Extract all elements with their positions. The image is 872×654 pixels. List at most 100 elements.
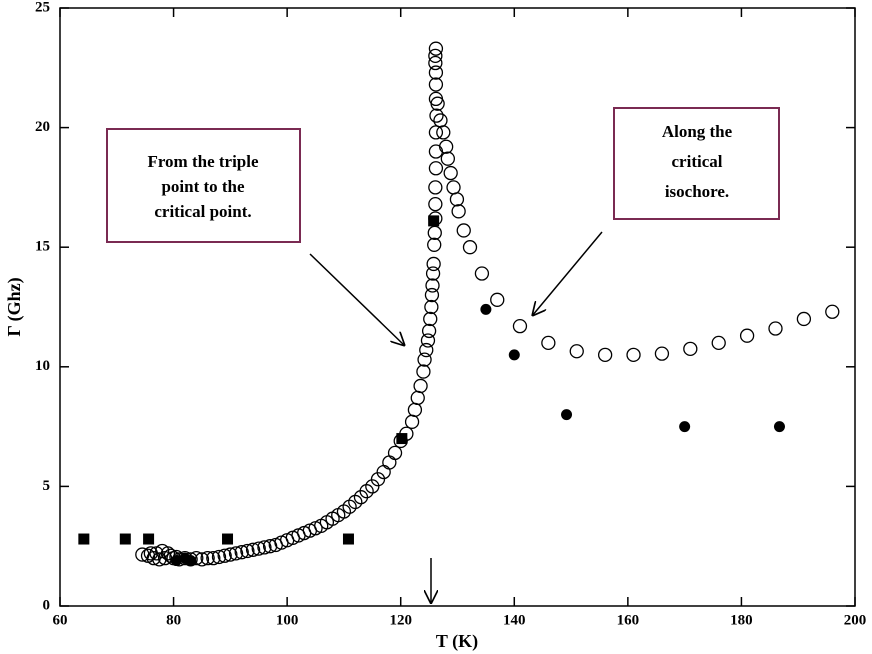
data-point (427, 225, 442, 240)
data-point (170, 555, 182, 567)
data-point (438, 139, 454, 154)
data-point (240, 543, 255, 559)
data-point (223, 547, 238, 562)
annotation-text: Along the (662, 122, 733, 141)
data-point (342, 499, 357, 514)
data-point (440, 151, 455, 166)
annotation-text: From the triple (147, 152, 259, 171)
data-point (768, 321, 783, 336)
data-point (428, 144, 444, 159)
data-point (446, 180, 461, 195)
data-point (456, 223, 471, 238)
y-tick-label: 20 (35, 119, 50, 135)
data-point (421, 323, 437, 339)
data-point (428, 180, 443, 195)
y-tick-label: 5 (43, 478, 51, 494)
data-point (773, 421, 785, 433)
data-point (365, 479, 380, 494)
data-point (413, 378, 428, 394)
data-point (796, 311, 812, 327)
data-point (679, 421, 691, 433)
data-point (626, 347, 641, 362)
data-point (428, 161, 444, 176)
data-point (428, 77, 444, 92)
annotation-arrow (532, 231, 603, 316)
data-point (739, 328, 755, 343)
data-point (474, 266, 490, 281)
data-point (825, 304, 840, 319)
data-point (426, 256, 441, 272)
y-tick-label: 0 (43, 597, 51, 613)
data-point (428, 41, 444, 56)
x-axis-label: T (K) (436, 631, 478, 652)
x-tick-label: 60 (53, 612, 68, 628)
x-tick-label: 200 (844, 612, 867, 628)
data-point (428, 215, 440, 227)
data-point (425, 278, 440, 293)
data-point (228, 546, 244, 561)
data-point (490, 292, 505, 307)
data-point (222, 533, 234, 545)
y-tick-label: 10 (35, 358, 50, 374)
annotation-box (613, 107, 780, 220)
data-point (119, 533, 131, 545)
data-point (462, 240, 478, 255)
data-point (541, 335, 556, 351)
data-point (569, 344, 584, 359)
x-tick-label: 80 (166, 612, 181, 628)
data-point (436, 125, 451, 140)
data-point (429, 108, 444, 123)
data-point (443, 165, 458, 181)
data-point (419, 342, 434, 358)
data-point (423, 311, 438, 327)
data-point (561, 409, 573, 421)
data-point (416, 364, 431, 379)
data-point (370, 472, 386, 487)
data-point (410, 390, 425, 406)
data-point (425, 266, 441, 281)
x-tick-label: 100 (276, 612, 299, 628)
annotation-text: isochore. (665, 182, 729, 201)
data-point (424, 287, 440, 303)
data-point (597, 347, 613, 362)
data-point (424, 299, 439, 315)
data-point (430, 96, 445, 111)
data-point (348, 494, 363, 510)
y-tick-label: 25 (35, 0, 50, 15)
data-point (382, 455, 397, 470)
data-point (387, 445, 403, 461)
data-point (427, 237, 442, 252)
x-tick-label: 160 (617, 612, 640, 628)
annotation-box (106, 128, 301, 243)
data-point (143, 533, 155, 545)
data-point (654, 346, 670, 361)
data-point (451, 204, 466, 219)
annotation-arrow (309, 253, 405, 346)
data-point (251, 541, 266, 556)
x-tick-label: 140 (503, 612, 526, 628)
data-point (342, 533, 354, 545)
data-point (711, 335, 726, 351)
data-point (428, 48, 443, 63)
data-point (508, 349, 520, 361)
data-point (420, 333, 436, 348)
y-axis-label: Γ (Ghz) (4, 277, 25, 336)
data-point (417, 352, 432, 367)
data-point (78, 533, 90, 545)
data-point (211, 549, 227, 565)
y-tick-label: 15 (35, 239, 50, 255)
data-point (234, 545, 249, 560)
data-point (480, 303, 492, 315)
data-point (185, 555, 197, 567)
data-point (683, 341, 698, 357)
data-point (428, 55, 443, 71)
data-point (200, 551, 215, 566)
x-tick-label: 120 (389, 612, 412, 628)
data-point (428, 125, 444, 140)
plot-frame (59, 7, 856, 607)
data-point (245, 542, 261, 557)
x-tick-label: 180 (730, 612, 753, 628)
data-point (217, 548, 232, 563)
data-point (428, 65, 444, 80)
